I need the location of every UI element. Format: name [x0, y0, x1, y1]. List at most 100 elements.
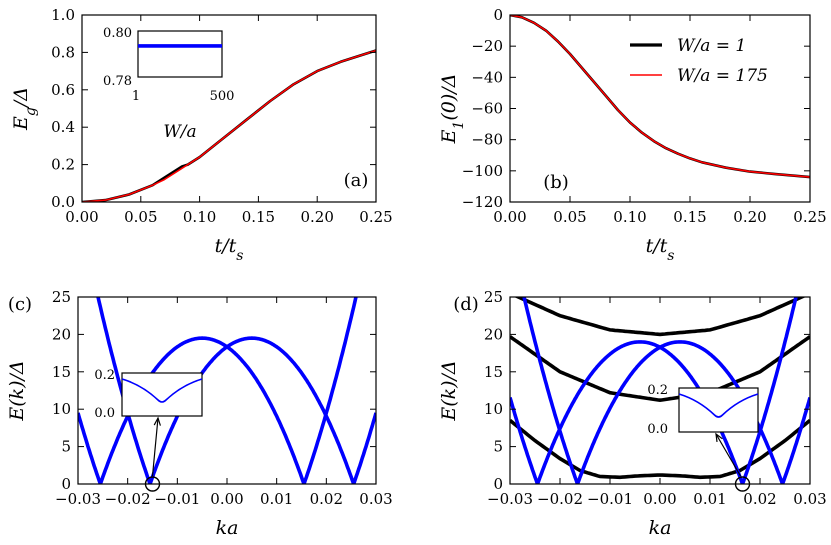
y-tick-label: 20 [484, 325, 503, 343]
y-tick-label: 0 [493, 6, 503, 24]
y-tick-label: 10 [52, 400, 71, 418]
y-tick-label: 0.0 [51, 193, 75, 211]
inset-plot: 0.80 0.781 500 W/a [103, 26, 234, 142]
x-axis-label: ka [649, 517, 672, 539]
series-line-2 [510, 15, 810, 178]
y-tick-label: −20 [471, 37, 503, 55]
x-tick-label: 0.15 [242, 208, 275, 226]
x-axis-label: ka [216, 517, 239, 539]
zoom-inset-frame [678, 387, 759, 433]
panel-label: (d) [453, 294, 479, 315]
zoom-inset: 0.2 0.0 [647, 383, 759, 477]
zoom-inset-curve [121, 378, 203, 403]
y-tick-label: 0 [61, 475, 71, 493]
inset-y-tick-label: 0.78 [103, 74, 132, 89]
panel-c: −0.03 −0.02 −0.01 0.00 0.01 0.02 0.03 0 5 10 15 20 2… [8, 288, 393, 508]
x-tick-label: 0.02 [310, 490, 343, 508]
inset-frame [137, 30, 223, 78]
x-tick-label: 0.03 [359, 490, 392, 508]
y-tick-label: 20 [52, 325, 71, 343]
y-tick-label: 0.6 [51, 81, 75, 99]
y-axis-label: E1(0)/Δ [438, 74, 467, 145]
x-tick-label: 0.25 [793, 208, 826, 226]
zoom-inset: 0.2 0.0 [94, 368, 203, 477]
black-band-3 [510, 418, 810, 480]
y-tick-label: 0 [493, 475, 503, 493]
zoom-arrow-head [715, 432, 723, 443]
legend-label: W/a = 175 [677, 66, 768, 86]
y-tick-label: 5 [493, 438, 503, 456]
axes-frame [509, 14, 811, 203]
axes-frame [77, 296, 377, 485]
legend: W/a = 1 W/a = 175 [630, 36, 768, 86]
y-tick-label: 1.0 [51, 6, 75, 24]
plot-area [82, 49, 376, 202]
plot-area [510, 15, 810, 179]
black-band-1 [513, 297, 807, 337]
panel-label: (b) [543, 172, 569, 193]
zoom-arrow-head [153, 416, 161, 426]
axes-frame [509, 296, 811, 485]
x-tick-label: 0.03 [793, 490, 826, 508]
y-tick-label: 0.2 [51, 156, 75, 174]
y-tick-label: 5 [61, 438, 71, 456]
zoom-arrow [715, 433, 742, 477]
zoom-inset-label: 0.0 [647, 422, 668, 437]
zoom-circle [144, 476, 161, 492]
blue-band-1 [522, 297, 810, 484]
x-tick-label: 0.15 [673, 208, 706, 226]
x-tick-label: −0.01 [587, 490, 633, 508]
series-line-2 [82, 49, 376, 202]
blue-band-2 [510, 297, 798, 484]
inset-x-tick-label: 500 [210, 89, 235, 104]
y-tick-label: 25 [52, 288, 71, 306]
x-tick-label: 0.20 [300, 208, 333, 226]
x-tick-label: 0.00 [493, 208, 526, 226]
x-tick-label: 0.05 [124, 208, 157, 226]
y-tick-label: −100 [462, 162, 503, 180]
x-tick-label: 0.01 [260, 490, 293, 508]
x-tick-label: 0.10 [183, 208, 216, 226]
panel-label: (a) [344, 170, 369, 191]
y-tick-label: 15 [52, 363, 71, 381]
zoom-inset-frame [121, 372, 203, 417]
inset-x-tick-label: 1 [132, 89, 140, 104]
x-tick-label: 0.00 [210, 490, 243, 508]
y-tick-label: −80 [471, 131, 503, 149]
x-axis-label: t/ts [646, 235, 675, 264]
x-tick-label: 0.00 [643, 490, 676, 508]
zoom-inset-label: 0.0 [94, 406, 115, 421]
x-tick-label: −0.01 [154, 490, 200, 508]
y-tick-label: −40 [471, 68, 503, 86]
x-tick-label: −0.02 [537, 490, 583, 508]
zoom-circle [734, 476, 751, 492]
x-tick-label: −0.02 [105, 490, 151, 508]
y-axis-label: E(k)/Δ [438, 360, 460, 421]
x-tick-label: −0.03 [487, 490, 533, 508]
legend-label: W/a = 1 [677, 36, 746, 56]
x-tick-label: 0.20 [733, 208, 766, 226]
y-tick-label: 0.8 [51, 43, 75, 61]
panel-b: 0.00 0.05 0.10 0.15 0.20 0.25 0 −20 −40 −60 −80 −10… [462, 6, 827, 226]
x-tick-label: 0.00 [65, 208, 98, 226]
zoom-arrow [151, 417, 159, 477]
axes-frame [81, 14, 377, 203]
zoom-inset-curve [678, 393, 759, 418]
x-tick-label: 0.02 [743, 490, 776, 508]
panel-d: −0.03 −0.02 −0.01 0.00 0.01 0.02 0.03 0 5 10 15 20 2… [453, 288, 826, 508]
y-axis-label: E(k)/Δ [6, 360, 28, 421]
y-tick-label: −120 [462, 193, 503, 211]
y-tick-label: 10 [484, 400, 503, 418]
plot-area [510, 297, 810, 484]
zoom-inset-label: 0.2 [647, 383, 668, 398]
black-band-2 [510, 335, 810, 403]
y-tick-label: 0.4 [51, 118, 75, 136]
panel-a: 0.00 0.05 0.10 0.15 0.20 0.25 0.0 0.2 0.4 0.6 0.8 1… [51, 6, 393, 226]
x-tick-label: 0.10 [613, 208, 646, 226]
panel-label: (c) [8, 294, 32, 315]
zoom-inset-label: 0.2 [94, 368, 115, 383]
x-tick-label: 0.25 [359, 208, 392, 226]
inset-x-label: W/a [163, 122, 196, 142]
x-axis-label: t/ts [215, 235, 244, 264]
